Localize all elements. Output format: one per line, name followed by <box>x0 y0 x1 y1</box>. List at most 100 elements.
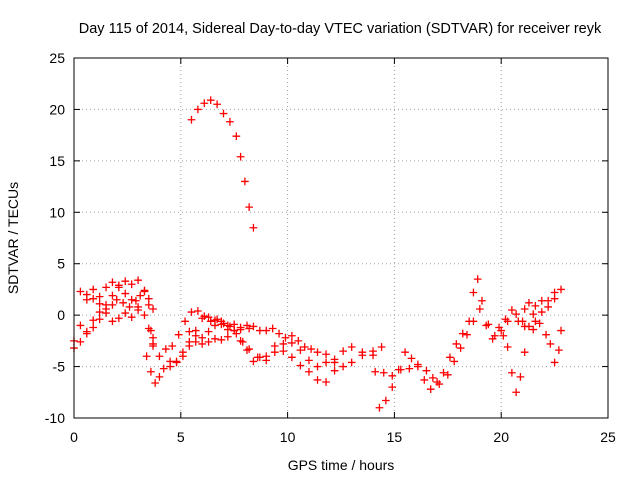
data-point <box>503 317 512 326</box>
data-point <box>347 343 356 351</box>
series-arc-6 <box>149 307 339 386</box>
data-point <box>516 373 525 381</box>
data-point <box>147 367 155 376</box>
data-point <box>270 348 279 357</box>
data-point <box>490 331 499 340</box>
data-point <box>550 288 559 297</box>
plot-frame <box>73 57 609 419</box>
data-point <box>529 310 538 318</box>
data-point <box>82 329 91 338</box>
data-point <box>422 366 431 375</box>
data-point <box>537 308 546 316</box>
data-point <box>296 346 305 354</box>
data-point <box>200 312 209 321</box>
data-point <box>95 308 104 316</box>
series-arc-2 <box>70 283 157 352</box>
data-point <box>405 364 414 373</box>
data-point <box>194 307 202 315</box>
data-point <box>339 347 347 355</box>
data-point <box>305 356 313 365</box>
data-point <box>134 306 142 314</box>
data-point <box>401 348 409 357</box>
data-point <box>230 326 239 335</box>
data-point <box>121 309 130 317</box>
data-point <box>76 287 85 296</box>
data-point <box>463 330 471 339</box>
data-point <box>465 317 474 326</box>
data-point <box>191 338 200 346</box>
data-point <box>520 348 529 357</box>
data-point <box>375 403 384 412</box>
data-point <box>200 99 209 108</box>
data-point <box>313 348 322 357</box>
data-point <box>108 278 117 287</box>
data-point <box>95 292 104 301</box>
x-axis-label: GPS time / hours <box>288 457 395 473</box>
data-point <box>140 311 149 319</box>
data-point <box>525 322 533 331</box>
data-point <box>296 361 305 370</box>
data-point <box>288 331 296 340</box>
grid-lines <box>74 58 608 418</box>
data-point <box>377 343 386 351</box>
y-tick-label: 25 <box>49 50 65 66</box>
data-point <box>313 376 322 384</box>
data-point <box>217 320 226 329</box>
series-arc-12 <box>499 310 565 397</box>
y-axis-label: SDTVAR / TECUs <box>5 182 21 294</box>
data-point <box>76 321 85 330</box>
data-point <box>407 354 416 363</box>
data-point <box>179 348 187 357</box>
data-point <box>144 301 153 309</box>
data-point <box>322 378 330 386</box>
data-point <box>172 357 181 366</box>
data-point <box>322 350 330 359</box>
data-point <box>134 276 142 285</box>
data-point <box>213 100 221 109</box>
data-point <box>330 355 339 364</box>
data-point <box>484 320 493 329</box>
x-tick-label: 15 <box>387 429 403 445</box>
data-point <box>255 326 264 335</box>
series-arc-5 <box>142 313 254 387</box>
y-tick-label: -10 <box>45 410 65 426</box>
series-arc-7 <box>166 321 377 371</box>
data-point <box>379 368 388 377</box>
data-point <box>149 340 157 348</box>
series-arc-13 <box>520 285 565 334</box>
data-point <box>371 367 380 376</box>
data-point <box>347 358 356 367</box>
data-point <box>149 333 157 342</box>
data-point <box>121 289 130 298</box>
data-point <box>531 317 540 326</box>
data-point <box>198 333 207 342</box>
series-arc-3 <box>76 287 157 313</box>
data-point <box>198 340 207 348</box>
data-point <box>89 316 98 325</box>
data-point <box>236 323 245 332</box>
data-point <box>149 305 157 313</box>
data-point <box>279 347 288 355</box>
data-point <box>555 346 563 354</box>
series-arc-8 <box>185 320 386 371</box>
data-point <box>542 330 550 339</box>
data-point <box>428 374 437 382</box>
data-point <box>82 290 91 299</box>
data-point <box>255 353 264 362</box>
data-point <box>450 357 459 366</box>
data-point <box>313 362 322 371</box>
data-point <box>125 303 134 311</box>
data-point <box>119 298 127 307</box>
data-point <box>174 330 183 339</box>
data-point <box>185 342 194 350</box>
data-point <box>358 348 367 357</box>
data-point <box>204 313 213 322</box>
y-tick-label: 10 <box>49 204 65 220</box>
data-point <box>219 109 228 118</box>
data-point <box>249 223 258 232</box>
data-point <box>535 319 544 328</box>
data-point <box>243 321 251 330</box>
data-point <box>439 368 448 377</box>
data-point <box>168 342 177 350</box>
